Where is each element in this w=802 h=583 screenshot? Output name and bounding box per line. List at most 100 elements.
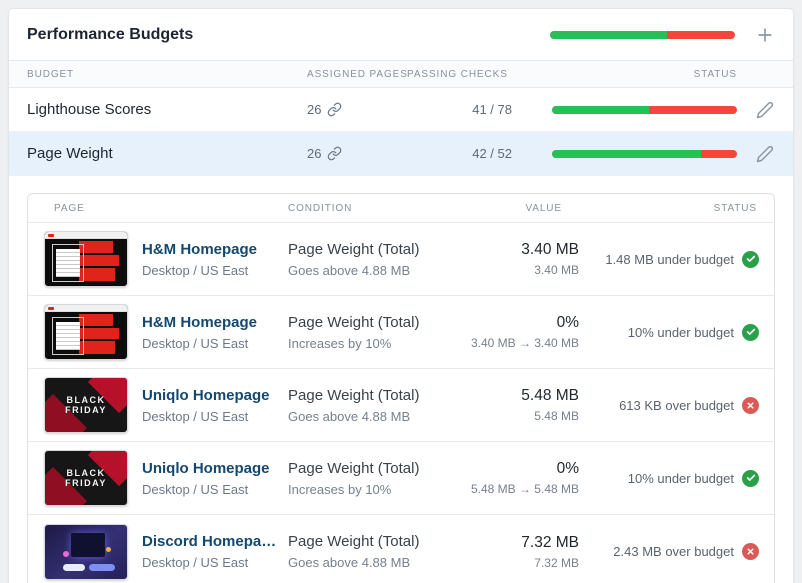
page-thumbnail-hm[interactable] [44,231,128,287]
check-value-detail: 3.40 MB [534,263,579,277]
column-header-condition: CONDITION [288,202,353,214]
condition-rule: Goes above 4.88 MB [288,262,411,278]
page-profile: Desktop / US East [142,262,249,278]
status-icon [742,250,759,268]
pencil-icon [756,145,774,163]
check-status: 1.48 MB under budget [579,250,774,268]
condition-rule: Goes above 4.88 MB [288,408,411,424]
column-header-value: VALUE [525,202,562,214]
check-value-detail: 5.48 MB → 5.48 MB [470,482,579,496]
page-profile: Desktop / US East [142,335,249,351]
x-icon [747,548,754,555]
condition-rule: Increases by 10% [288,481,392,497]
condition-metric: Page Weight (Total) [288,240,420,258]
check-icon [746,255,755,262]
condition-metric: Page Weight (Total) [288,533,420,550]
check-row: BLACK FRIDAY Uniqlo Homepage Desktop / U… [28,442,774,515]
status-text: 613 KB over budget [619,397,734,413]
check-icon [746,328,755,335]
link-icon[interactable] [327,102,342,117]
edit-budget-button[interactable] [756,145,774,163]
page-thumbnail-uniqlo[interactable]: BLACK FRIDAY [44,450,128,506]
check-status: 10% under budget [579,469,774,487]
condition-metric: Page Weight (Total) [288,459,420,477]
page-link[interactable]: Discord Homepa… [142,533,277,550]
page-profile: Desktop / US East [142,481,249,497]
pencil-icon [756,101,774,119]
page-link[interactable]: Uniqlo Homepage [142,386,270,404]
status-text: 10% under budget [627,324,734,340]
condition-rule: Goes above 4.88 MB [288,555,411,570]
passing-checks-count: 42 / 52 [472,146,512,161]
budget-status-progress-bar [552,105,737,114]
status-icon [742,323,759,341]
condition-metric: Page Weight (Total) [288,313,420,331]
check-status: 2.43 MB over budget [579,543,774,560]
check-status: 10% under budget [579,323,774,341]
check-row: BLACK FRIDAY Uniqlo Homepage Desktop / U… [28,369,774,442]
column-header-status: STATUS [693,68,737,80]
page-thumbnail-uniqlo[interactable]: BLACK FRIDAY [44,377,128,433]
check-row: H&M Homepage Desktop / US East Page Weig… [28,296,774,369]
check-value: 3.40 MB [521,241,579,258]
budget-checks-table: PAGE CONDITION VALUE STATUS H&M Homepage… [27,193,775,583]
check-value: 7.32 MB [521,533,579,551]
thumbnail-text: BLACK FRIDAY [65,394,107,415]
assigned-pages-count: 26 [307,146,322,161]
status-icon [742,543,759,560]
status-text: 10% under budget [627,470,734,486]
column-header-budget: BUDGET [27,68,75,80]
check-value-detail: 3.40 MB → 3.40 MB [470,336,579,350]
page-profile: Desktop / US East [142,408,249,424]
check-value: 0% [556,314,579,331]
budget-name: Lighthouse Scores [27,101,152,118]
page-title: Performance Budgets [27,25,194,43]
budget-row-page-weight[interactable]: Page Weight 26 42 / 52 [9,132,793,176]
checks-table-header: PAGE CONDITION VALUE STATUS [28,194,774,223]
passing-checks-count: 41 / 78 [472,102,512,117]
plus-icon [755,25,775,45]
add-budget-button[interactable] [755,25,775,45]
check-value: 5.48 MB [521,387,579,404]
page-link[interactable]: Uniqlo Homepage [142,459,270,477]
budget-table-header: BUDGET ASSIGNED PAGES PASSING CHECKS STA… [9,60,793,88]
x-icon [747,402,754,408]
performance-budgets-panel: Performance Budgets BUDGET ASSIGNED PAGE… [8,8,794,583]
link-icon[interactable] [327,146,342,161]
check-status: 613 KB over budget [579,396,774,414]
check-icon [746,474,755,481]
status-text: 2.43 MB over budget [613,544,734,559]
column-header-status: STATUS [713,202,757,214]
page-thumbnail-hm[interactable] [44,304,128,360]
progress-pass-segment [552,105,650,114]
progress-pass-segment [550,30,667,39]
check-value-detail: 5.48 MB [534,409,579,423]
browser-chrome [45,305,127,312]
page-thumbnail-discord[interactable] [44,523,128,580]
check-value-detail: 7.32 MB [534,555,579,570]
budget-status-progress-bar [552,149,737,158]
check-row: Discord Homepa… Desktop / US East Page W… [28,515,774,583]
panel-header: Performance Budgets [9,9,793,60]
budget-row-lighthouse-scores[interactable]: Lighthouse Scores 26 41 / 78 [9,88,793,132]
page-link[interactable]: H&M Homepage [142,313,258,331]
page-link[interactable]: H&M Homepage [142,240,258,258]
status-text: 1.48 MB under budget [605,251,734,267]
check-row: H&M Homepage Desktop / US East Page Weig… [28,223,774,296]
assigned-pages-count: 26 [307,102,322,117]
status-icon [742,469,759,487]
condition-rule: Increases by 10% [288,335,392,351]
column-header-page: PAGE [54,202,85,214]
thumbnail-text: BLACK FRIDAY [65,467,107,488]
column-header-assigned-pages: ASSIGNED PAGES [307,68,408,80]
edit-budget-button[interactable] [756,101,774,119]
status-icon [742,396,759,414]
budget-name: Page Weight [27,145,113,162]
progress-pass-segment [552,149,702,158]
browser-chrome [45,232,127,239]
check-value: 0% [556,460,579,477]
overall-status-progress-bar [550,30,735,39]
condition-metric: Page Weight (Total) [288,386,420,404]
column-header-passing-checks: PASSING CHECKS [407,68,508,80]
page-profile: Desktop / US East [142,555,249,570]
